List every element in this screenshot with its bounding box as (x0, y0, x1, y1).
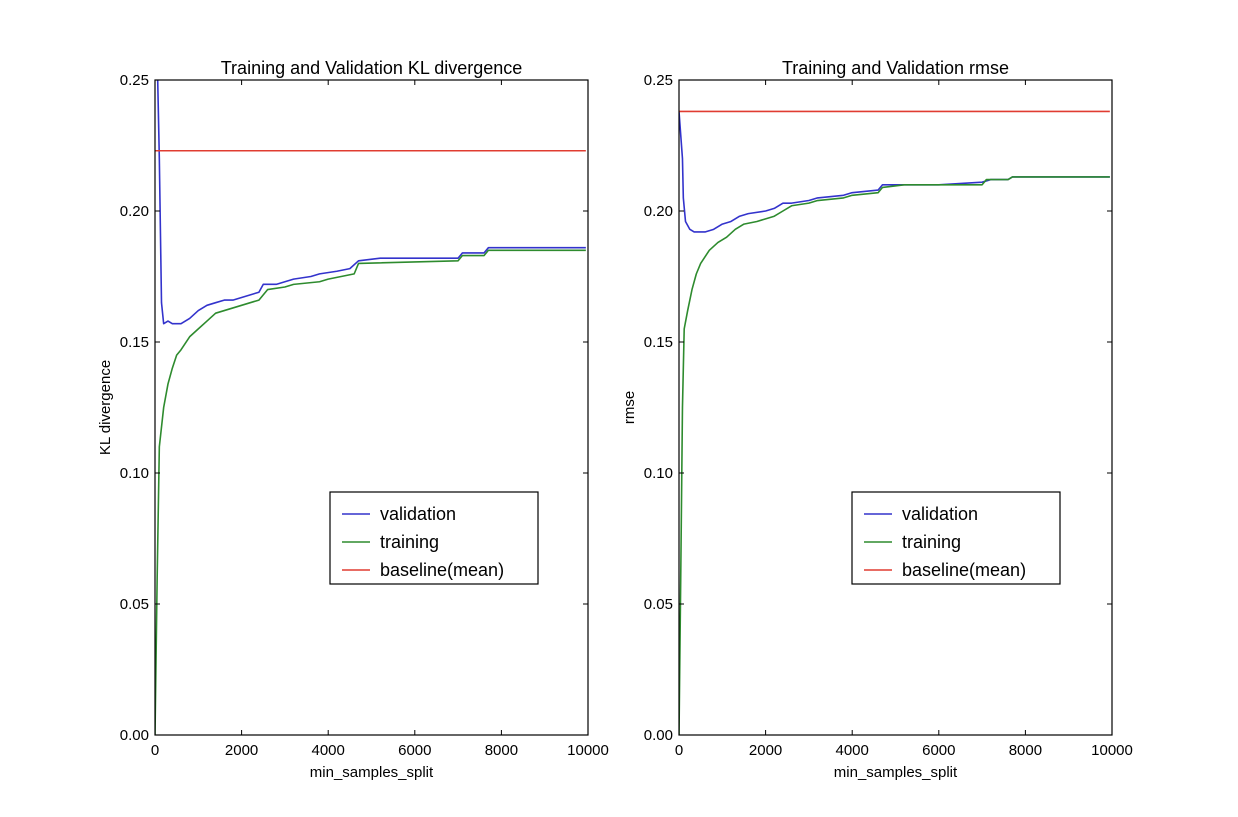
y-tick-label: 0.05 (120, 596, 149, 613)
chart-panel-2: 0 2000 4000 6000 8000 10000 0.00 0.05 0.10 0.15 0.… (621, 58, 1133, 781)
x-tick-label: 0 (675, 742, 683, 759)
x-tick-label: 4000 (836, 742, 869, 759)
chart-title: Training and Validation rmse (782, 58, 1009, 78)
y-tick-label: 0.25 (644, 72, 673, 89)
x-tick-label: 0 (151, 742, 159, 759)
x-tick-label: 8000 (1009, 742, 1042, 759)
chart-panel-1: 0 2000 4000 6000 8000 10000 0.00 0.05 0.10 0.15 0.… (97, 58, 609, 781)
y-tick-label: 0.00 (120, 727, 149, 744)
legend-box (851, 491, 1061, 585)
x-tick-label: 6000 (922, 742, 955, 759)
series-line-validation (156, 80, 586, 325)
y-tick-label: 0.05 (644, 596, 673, 613)
x-tick-label: 8000 (485, 742, 518, 759)
legend-label: validation (902, 504, 978, 524)
y-tick-label: 0.10 (120, 465, 149, 482)
y-tick-label: 0.15 (644, 334, 673, 351)
y-axis-label: rmse (621, 391, 638, 424)
series-group (155, 80, 586, 735)
y-axis-label: KL divergence (97, 360, 114, 455)
x-axis-label: min_samples_split (834, 764, 958, 781)
y-tick-label: 0.20 (644, 203, 673, 220)
series-line-validation (679, 111, 1110, 233)
y-tick-label: 0.25 (120, 72, 149, 89)
legend-label: training (902, 532, 961, 552)
legend-label: training (380, 532, 439, 552)
legend: validation training baseline(mean) (851, 491, 1061, 585)
y-tick-label: 0.15 (120, 334, 149, 351)
legend-label: validation (380, 504, 456, 524)
x-tick-label: 10000 (1091, 742, 1133, 759)
x-tick-label: 2000 (225, 742, 258, 759)
series-group (679, 110, 1110, 735)
x-tick-label: 6000 (398, 742, 431, 759)
legend-box (329, 491, 539, 585)
legend-label: baseline(mean) (380, 560, 504, 580)
x-tick-label: 10000 (567, 742, 609, 759)
y-tick-label: 0.00 (644, 727, 673, 744)
legend: validation training baseline(mean) (329, 491, 539, 585)
chart-title: Training and Validation KL divergence (221, 58, 523, 78)
series-line-training (679, 176, 1110, 735)
plot-frame (154, 79, 589, 736)
x-tick-label: 2000 (749, 742, 782, 759)
y-tick-label: 0.20 (120, 203, 149, 220)
x-tick-label: 4000 (312, 742, 345, 759)
y-tick-label: 0.10 (644, 465, 673, 482)
series-line-training (155, 249, 586, 735)
plot-frame (678, 79, 1113, 736)
legend-label: baseline(mean) (902, 560, 1026, 580)
x-axis-label: min_samples_split (310, 764, 434, 781)
